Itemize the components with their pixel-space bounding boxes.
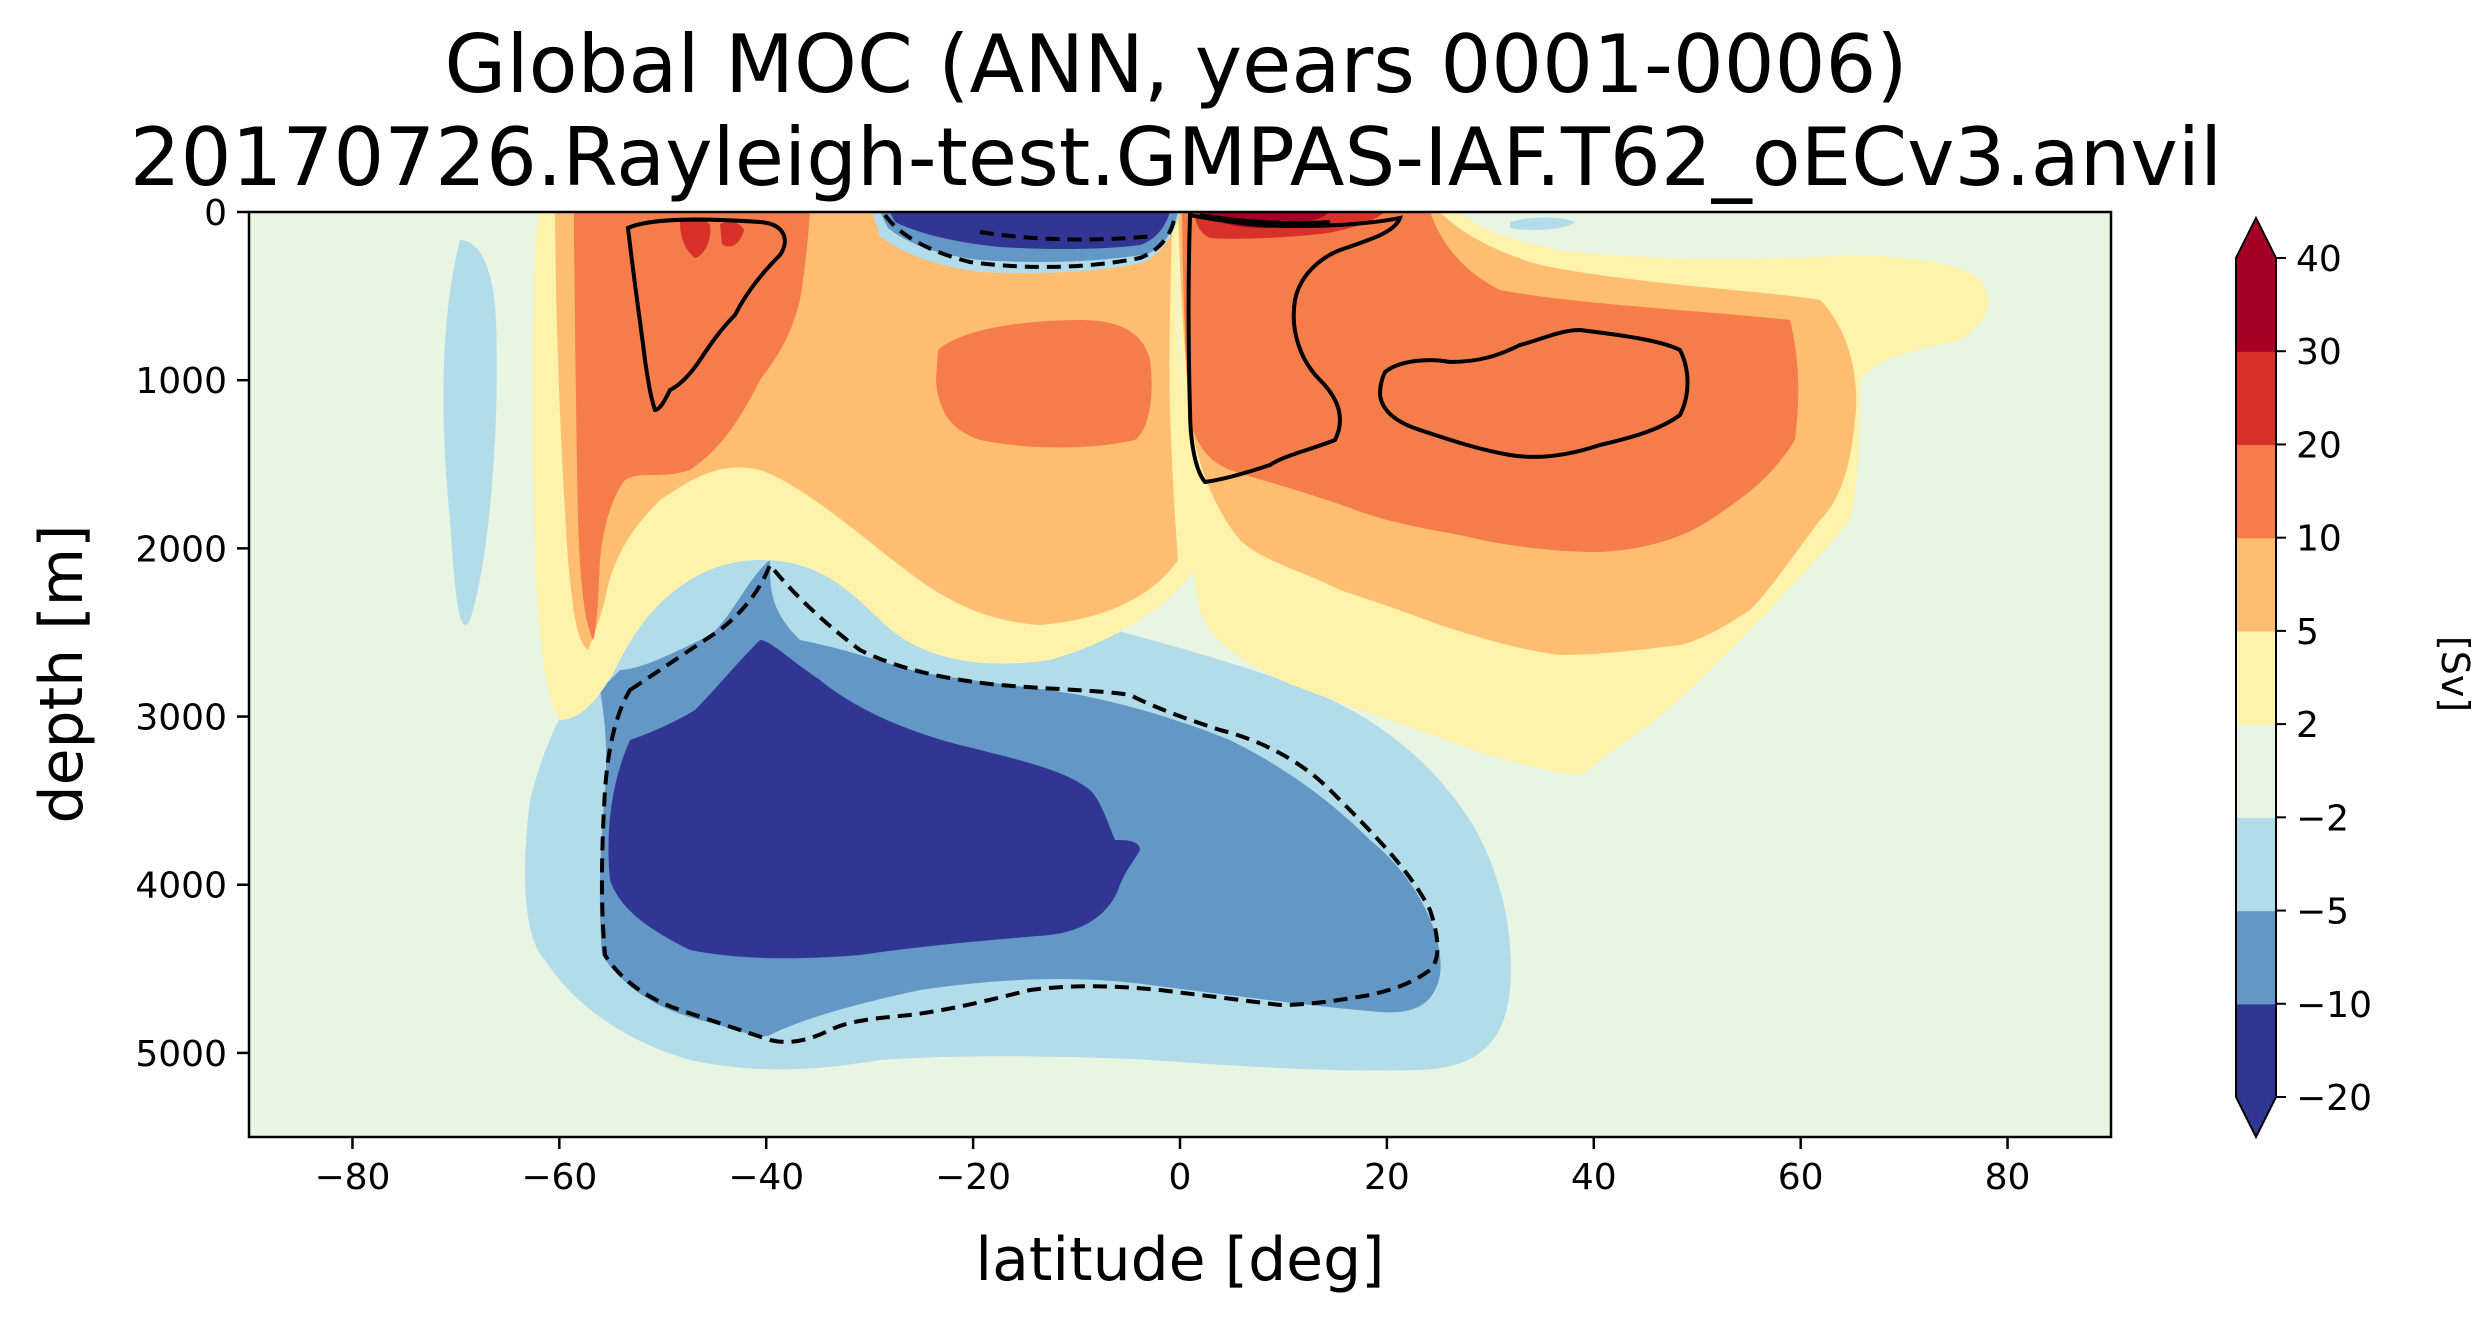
contour-lines — [599, 212, 1690, 1044]
y-tick-label: 5000 — [135, 1034, 227, 1075]
x-tick-label: 0 — [1169, 1157, 1192, 1198]
colorbar-segment — [2236, 258, 2276, 352]
contour-line-10-north-east — [1377, 327, 1690, 459]
colorbar-tick-label: 2 — [2296, 705, 2319, 746]
contour-fill-20-south-spot-1 — [680, 219, 711, 258]
colorbar-segment — [2236, 630, 2276, 725]
contour-fill-10-south — [574, 212, 810, 640]
colorbar-segment — [2236, 724, 2276, 818]
colorbar-segment — [2236, 351, 2276, 446]
x-tick-label: −20 — [935, 1157, 1011, 1198]
colorbar-tick-label: 5 — [2296, 612, 2319, 653]
colorbar-tick-label: −5 — [2296, 892, 2349, 933]
x-tick-label: 40 — [1571, 1157, 1617, 1198]
contour-line-minus10-deep — [599, 561, 1440, 1044]
y-tick-label: 2000 — [135, 529, 227, 570]
colorbar-segment — [2236, 910, 2276, 1005]
x-tick-label: 20 — [1364, 1157, 1410, 1198]
colorbar-tick-label: 30 — [2296, 332, 2342, 373]
colorbar-label: [Sv] — [2433, 636, 2471, 712]
colorbar-segment — [2236, 537, 2276, 632]
x-tick-label: −80 — [314, 1157, 390, 1198]
x-tick-label: 80 — [1985, 1157, 2031, 1198]
y-tick-label: 0 — [204, 193, 227, 234]
contour-fill-10-north — [1182, 212, 1799, 552]
colorbar-segments — [2236, 258, 2276, 1098]
colorbar-tick-label: −2 — [2296, 798, 2349, 839]
contour-fill-minus2-north-patch — [1510, 217, 1575, 230]
chart-title: Global MOC (ANN, years 0001-0006) — [444, 18, 1907, 111]
colorbar-over-triangle — [2236, 218, 2276, 258]
colorbar: −20 −10 −5 −2 2 5 10 20 30 40 [Sv] — [2235, 215, 2471, 1140]
y-axis-ticks: 0 1000 2000 3000 4000 5000 — [135, 193, 249, 1075]
x-tick-label: 60 — [1778, 1157, 1824, 1198]
y-axis-label: depth [m] — [27, 525, 97, 824]
contour-line-10-north — [1186, 212, 1404, 485]
colorbar-segment — [2236, 444, 2276, 539]
plot-area — [249, 212, 2111, 1137]
x-axis-ticks: −80 −60 −40 −20 0 20 40 60 80 — [314, 1137, 2030, 1198]
colorbar-tick-label: −20 — [2296, 1078, 2372, 1119]
y-tick-label: 3000 — [135, 698, 227, 739]
colorbar-tick-label: 20 — [2296, 425, 2342, 466]
colorbar-segment — [2236, 817, 2276, 912]
contour-line-10-south — [625, 217, 787, 413]
y-tick-label: 4000 — [135, 866, 227, 907]
colorbar-segment — [2236, 1003, 2276, 1098]
contour-fill-20-south-spot-2 — [720, 222, 744, 247]
colorbar-tick-label: 10 — [2296, 519, 2342, 560]
x-axis-label: latitude [deg] — [975, 1225, 1384, 1295]
contour-line-minus10-surface — [883, 213, 1177, 269]
contour-fill-minus10-deep — [608, 640, 1140, 959]
x-tick-label: −60 — [521, 1157, 597, 1198]
contour-fill-minus2-south-band — [443, 240, 497, 626]
colorbar-tick-label: −10 — [2296, 985, 2372, 1026]
colorbar-tick-label: 40 — [2296, 239, 2342, 280]
chart-subtitle: 20170726.Rayleigh-test.GMPAS-IAF.T62_oEC… — [130, 111, 2223, 204]
colorbar-under-triangle — [2236, 1097, 2276, 1137]
colorbar-ticks: −20 −10 −5 −2 2 5 10 20 30 40 — [2276, 239, 2372, 1119]
x-tick-label: −40 — [728, 1157, 804, 1198]
contour-line-10-north-inner — [1199, 213, 1331, 226]
y-tick-label: 1000 — [135, 361, 227, 402]
contour-fill-10-south-inner — [936, 320, 1152, 448]
